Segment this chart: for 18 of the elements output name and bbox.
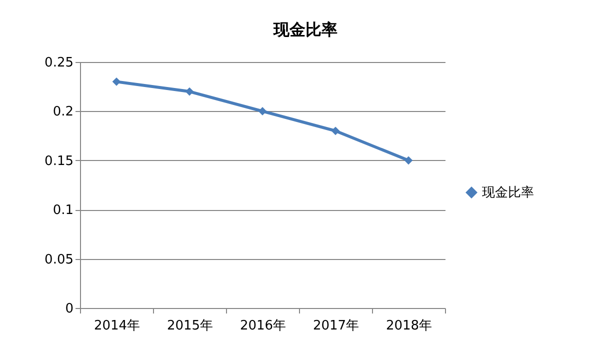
x-tick-label: 2014年 [94,318,140,334]
point [185,87,194,96]
y-tick-label: 0.25 [44,56,74,70]
chart-title: 现金比率 [272,20,338,39]
legend-label: 现金比率 [482,184,534,200]
point [404,156,413,165]
y-tick-label: 0.2 [52,104,74,120]
point [112,77,121,86]
point [258,107,267,116]
y-tick-label: 0.05 [44,252,74,268]
point [331,126,340,136]
x-tick-label: 2017年 [312,318,360,334]
y-tick-label: 0 [65,302,74,316]
x-tick-label: 2018年 [386,318,432,334]
x-tick-label: 2015年 [166,318,214,334]
x-tick-label: 2016年 [240,318,286,334]
y-tick-label: 0.1 [52,203,74,218]
y-tick-label: 0.15 [44,154,74,169]
